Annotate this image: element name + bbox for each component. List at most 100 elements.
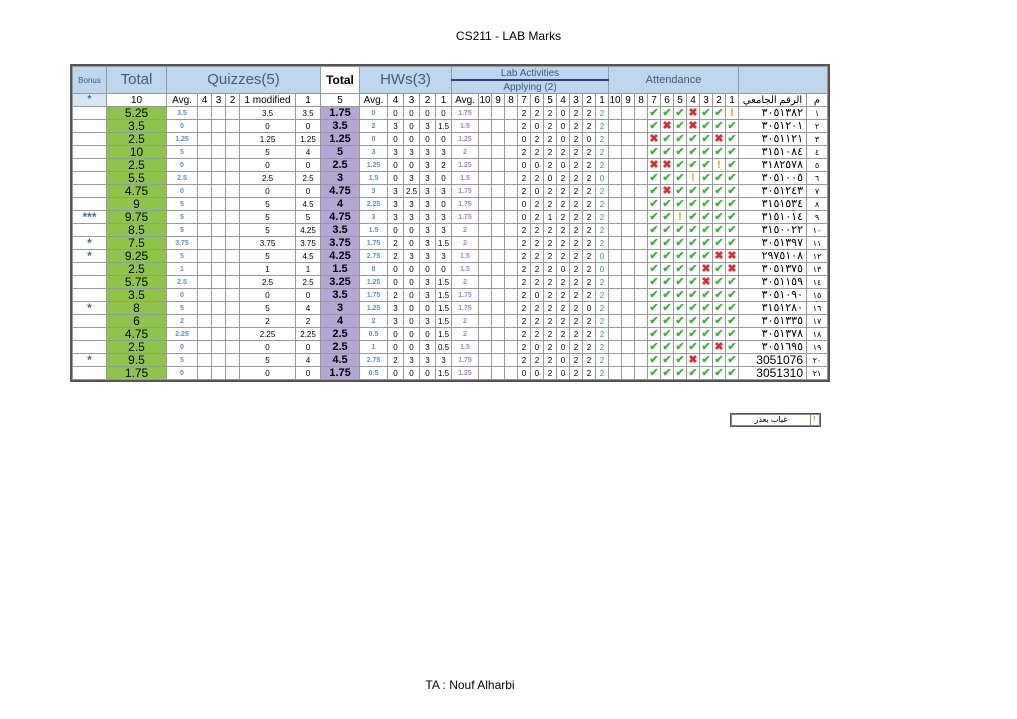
lab-cell: 2 <box>517 119 531 133</box>
quiz-col-header: 1 modified <box>239 93 296 107</box>
att-col-header: 10 <box>608 93 622 107</box>
lab-cell <box>504 158 518 172</box>
att-col-header: 3 <box>699 93 713 107</box>
hw-cell: 0 <box>403 275 420 289</box>
present-icon: ✔ <box>673 106 687 120</box>
hw-cell: 3 <box>403 171 420 185</box>
total-header: Total <box>106 66 167 94</box>
lab-cell: 2 <box>556 288 570 302</box>
hw-cell: 2 <box>387 249 404 263</box>
lab-cell: 2 <box>595 340 609 354</box>
quiz-cell <box>211 223 226 237</box>
quiz-cell: 3.5 <box>239 106 296 120</box>
attendance-cell <box>634 262 648 276</box>
hw-cell: 0 <box>403 223 420 237</box>
att-col-header: 2 <box>712 93 726 107</box>
lab-cell: 0 <box>530 366 544 380</box>
present-icon: ✔ <box>673 119 687 133</box>
lab-cell <box>491 249 505 263</box>
row-number-cell: ١٨ <box>806 327 828 341</box>
quiz-cell: 0 <box>239 119 296 133</box>
hw-cell: 0 <box>403 106 420 120</box>
legend-excused-icon: ! <box>810 414 820 426</box>
quiz-cell <box>225 119 240 133</box>
att-col-header: 8 <box>634 93 648 107</box>
hw-cell: 0 <box>387 132 404 146</box>
total2-cell: 4.25 <box>320 249 360 263</box>
present-icon: ✔ <box>673 249 687 263</box>
bonus-cell <box>72 119 107 133</box>
attendance-cell <box>634 119 648 133</box>
total2-cell: 1.75 <box>320 366 360 380</box>
present-icon: ✔ <box>712 197 726 211</box>
hw-avg-cell: 0.5 <box>359 327 388 341</box>
lab-cell <box>491 106 505 120</box>
hw-cell: 0 <box>387 275 404 289</box>
quiz-avg-cell: 0 <box>166 340 198 354</box>
quiz-cell: 2.25 <box>239 327 296 341</box>
quiz-avg-cell: 5 <box>166 249 198 263</box>
lab-cell <box>491 366 505 380</box>
present-icon: ✔ <box>686 340 700 354</box>
lab-cell: 2 <box>569 262 583 276</box>
quiz-cell <box>211 158 226 172</box>
present-icon: ✔ <box>686 132 700 146</box>
lab-cell: 2 <box>582 262 596 276</box>
quiz-cell: 3.5 <box>295 106 321 120</box>
quiz-avg-cell: 3.5 <box>166 106 198 120</box>
present-icon: ✔ <box>686 275 700 289</box>
attendance-cell <box>608 327 622 341</box>
lab-avg-cell: 1.5 <box>451 340 479 354</box>
hw-cell: 1.5 <box>435 288 452 302</box>
att-col-header: 9 <box>621 93 635 107</box>
attendance-cell <box>621 275 635 289</box>
row-number-cell: ١٢ <box>806 249 828 263</box>
lab-cell <box>491 275 505 289</box>
hw-avg-cell: 2 <box>359 314 388 328</box>
total-cell: 4.75 <box>106 327 167 341</box>
lab-cell: 2 <box>569 327 583 341</box>
lab-cell: 2 <box>517 223 531 237</box>
lab-cell: 0 <box>530 288 544 302</box>
id-header-blank <box>738 66 828 94</box>
quiz-cell <box>225 288 240 302</box>
lab-cell: 2 <box>530 314 544 328</box>
student-id-cell: ٣١٥٠٠٢٢ <box>738 223 807 237</box>
hw-cell: 3 <box>419 158 436 172</box>
quiz-cell <box>225 275 240 289</box>
hw-cell: 3 <box>419 314 436 328</box>
attendance-cell <box>621 210 635 224</box>
absent-icon: ✖ <box>712 340 726 354</box>
present-icon: ✔ <box>725 197 739 211</box>
bonus-cell: * <box>72 249 107 263</box>
lab-cell <box>478 288 492 302</box>
quiz-cell <box>197 327 212 341</box>
present-icon: ✔ <box>712 353 726 367</box>
attendance-cell <box>634 171 648 185</box>
total2-cell: 4.5 <box>320 353 360 367</box>
lab-cell <box>478 197 492 211</box>
attendance-cell <box>608 132 622 146</box>
present-icon: ✔ <box>660 197 674 211</box>
row-number-cell: ٥ <box>806 158 828 172</box>
present-icon: ✔ <box>725 184 739 198</box>
lab-cell: 2 <box>569 132 583 146</box>
lab-cell <box>491 314 505 328</box>
lab-cell: 0 <box>530 158 544 172</box>
quiz-cell: 0 <box>295 119 321 133</box>
lab-cell <box>491 210 505 224</box>
absent-icon: ✖ <box>660 119 674 133</box>
lab-cell: 2 <box>595 223 609 237</box>
lab-cell: 2 <box>582 236 596 250</box>
lab-cell: 2 <box>517 145 531 159</box>
present-icon: ✔ <box>686 288 700 302</box>
hw-avg-cell: 1 <box>359 340 388 354</box>
absent-icon: ✖ <box>686 119 700 133</box>
hw-cell: 0 <box>387 262 404 276</box>
present-icon: ✔ <box>660 223 674 237</box>
bonus-cell <box>72 158 107 172</box>
attendance-cell <box>634 314 648 328</box>
total2-cell: 2.5 <box>320 340 360 354</box>
bonus-cell: *** <box>72 210 107 224</box>
present-icon: ✔ <box>647 314 661 328</box>
